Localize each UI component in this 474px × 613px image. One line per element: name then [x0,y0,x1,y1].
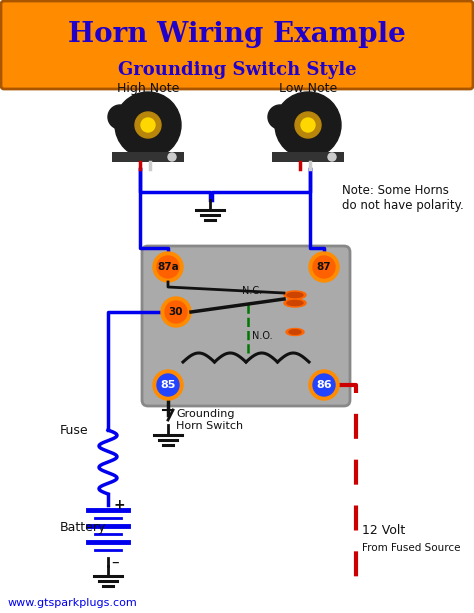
Text: N.O.: N.O. [252,331,272,341]
Circle shape [313,374,335,396]
Ellipse shape [286,329,304,335]
Text: Battery: Battery [60,522,106,535]
FancyBboxPatch shape [1,1,473,89]
FancyBboxPatch shape [112,152,184,162]
Ellipse shape [284,291,306,299]
Circle shape [115,92,181,158]
Circle shape [295,112,321,138]
Text: High Note: High Note [117,82,179,95]
Text: Low Note: Low Note [279,82,337,95]
Text: Horn Wiring Example: Horn Wiring Example [68,20,406,47]
Text: 12 Volt: 12 Volt [362,524,405,536]
Text: From Fused Source: From Fused Source [362,543,461,553]
Circle shape [141,118,155,132]
Circle shape [309,370,339,400]
Circle shape [153,252,183,282]
Text: 86: 86 [316,380,332,390]
Circle shape [301,118,315,132]
Circle shape [161,297,191,327]
Circle shape [268,105,292,129]
Circle shape [275,92,341,158]
Circle shape [157,256,179,278]
Text: 87: 87 [317,262,331,272]
FancyBboxPatch shape [142,246,350,406]
Circle shape [108,105,132,129]
Circle shape [309,252,339,282]
Ellipse shape [284,299,306,307]
Circle shape [328,153,336,161]
Text: www.gtsparkplugs.com: www.gtsparkplugs.com [8,598,138,608]
Ellipse shape [289,330,301,334]
Text: Grounding Switch Style: Grounding Switch Style [118,61,356,79]
Text: Fuse: Fuse [60,424,89,436]
Ellipse shape [287,292,303,297]
FancyBboxPatch shape [272,152,344,162]
Text: Grounding
Horn Switch: Grounding Horn Switch [176,409,243,431]
Circle shape [313,256,335,278]
Circle shape [153,370,183,400]
Text: +: + [114,498,126,512]
Circle shape [165,301,187,323]
Text: 30: 30 [169,307,183,317]
Text: –: – [111,555,118,569]
Circle shape [157,374,179,396]
Text: N.C.: N.C. [242,286,262,296]
Text: 85: 85 [160,380,176,390]
Circle shape [168,153,176,161]
Ellipse shape [287,300,303,305]
Text: Note: Some Horns
do not have polarity.: Note: Some Horns do not have polarity. [342,184,464,212]
Circle shape [135,112,161,138]
Text: 87a: 87a [157,262,179,272]
